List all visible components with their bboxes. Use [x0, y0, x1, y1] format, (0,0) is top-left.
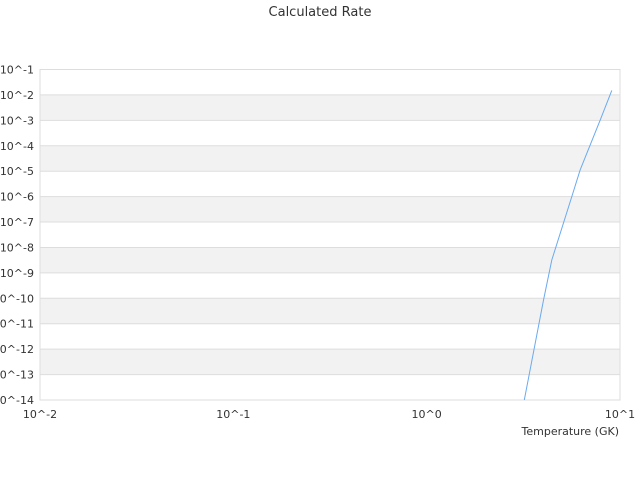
y-tick-label: 10^-10 — [0, 292, 34, 305]
y-tick-label: 10^-4 — [0, 140, 34, 153]
y-tick-label: 10^-1 — [0, 64, 34, 77]
plot-border — [39, 69, 621, 401]
grid-band — [40, 145, 620, 172]
grid-band — [40, 94, 620, 121]
x-axis-label: Temperature (GK) — [521, 425, 620, 438]
x-tick-label: 10^-2 — [23, 408, 57, 421]
y-tick-label: 10^-7 — [0, 216, 34, 229]
x-tick-label: 10^1 — [605, 408, 635, 421]
x-tick-label: 10^-1 — [216, 408, 250, 421]
y-tick-label: 10^-9 — [0, 267, 34, 280]
x-tick-label: 10^0 — [412, 408, 442, 421]
y-tick-label: 10^-2 — [0, 89, 34, 102]
y-tick-label: 10^-13 — [0, 369, 34, 382]
chart-title: Calculated Rate — [269, 5, 372, 20]
y-tick-label: 10^-8 — [0, 241, 34, 254]
grid-band — [40, 298, 620, 324]
y-tick-label: 10^-6 — [0, 191, 34, 204]
grid-band — [40, 349, 620, 375]
y-tick-label: 10^-3 — [0, 114, 34, 127]
grid-band — [40, 247, 620, 273]
y-tick-label: 10^-5 — [0, 165, 34, 178]
series-line — [523, 90, 613, 400]
grid-band — [40, 196, 620, 223]
y-tick-label: 10^-11 — [0, 318, 34, 331]
y-tick-label: 10^-12 — [0, 343, 34, 356]
y-tick-label: 10^-14 — [0, 394, 34, 407]
